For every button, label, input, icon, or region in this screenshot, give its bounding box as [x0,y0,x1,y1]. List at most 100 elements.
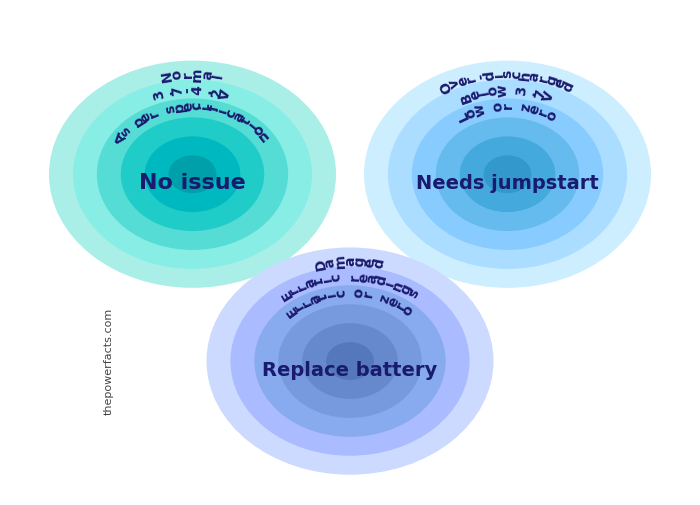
Text: g: g [544,74,560,87]
Text: r: r [393,299,409,313]
Ellipse shape [145,136,240,212]
Text: N: N [160,69,175,83]
Text: r: r [500,103,514,110]
Ellipse shape [460,136,555,212]
Text: r: r [299,296,314,308]
Text: m: m [190,67,205,82]
Text: c: c [329,273,344,282]
Text: 7: 7 [532,88,548,100]
Text: t: t [312,276,326,286]
Text: r: r [536,73,551,83]
Ellipse shape [230,267,470,456]
Text: 3: 3 [151,88,167,101]
Text: r: r [294,280,309,292]
Text: thepowerfacts.com: thepowerfacts.com [104,308,113,415]
Ellipse shape [279,304,421,418]
Ellipse shape [388,79,627,269]
Text: r: r [347,273,362,281]
Ellipse shape [254,285,446,437]
Text: .: . [161,88,176,96]
Text: i: i [382,279,397,287]
Text: e: e [467,88,483,100]
Text: -: - [181,87,195,93]
Text: c: c [334,288,348,298]
Text: w: w [496,83,510,97]
Text: d: d [560,79,577,94]
Text: s: s [500,70,514,78]
Text: a: a [365,273,380,285]
Text: a: a [527,71,542,82]
Text: i: i [320,275,335,282]
Text: .: . [199,87,214,94]
Text: O: O [438,78,455,95]
Text: V: V [218,87,234,102]
Ellipse shape [121,117,265,231]
Text: 2: 2 [209,86,224,98]
Ellipse shape [302,323,398,399]
Text: a: a [343,257,357,266]
Text: i: i [216,106,230,115]
Text: s: s [405,286,421,301]
Text: r: r [146,108,162,119]
Text: o: o [170,70,185,80]
Text: o: o [544,109,561,123]
Text: i: i [246,120,260,132]
Text: z: z [377,293,393,305]
Text: l: l [211,73,225,80]
Text: s: s [162,103,178,114]
Text: a: a [200,70,215,80]
Text: a: a [323,257,338,268]
Text: A: A [112,128,130,145]
Text: B: B [458,89,475,104]
Text: c: c [223,107,239,120]
Text: r: r [181,71,195,78]
Text: g: g [398,282,414,297]
Text: e: e [527,103,543,116]
Text: e: e [356,272,371,283]
Ellipse shape [49,61,336,288]
Text: t: t [239,115,254,128]
Text: e: e [455,74,471,87]
Text: e: e [552,77,568,90]
Text: 7: 7 [171,85,186,96]
Text: a: a [307,292,323,306]
Text: E: E [278,286,295,301]
Text: r: r [464,73,480,83]
Text: L: L [455,109,471,123]
Text: i: i [491,72,505,77]
Text: e: e [385,295,402,310]
Text: i: i [199,104,213,110]
Text: e: e [137,110,154,124]
Text: .: . [524,88,538,96]
Text: r: r [536,107,552,118]
Text: l: l [477,89,491,96]
Text: w: w [472,102,489,118]
Text: e: e [181,101,195,111]
Ellipse shape [484,155,531,193]
Ellipse shape [73,79,312,269]
Ellipse shape [326,342,374,380]
Text: o: o [491,101,505,112]
Text: m: m [332,254,347,269]
Text: i: i [325,291,340,298]
Text: 3: 3 [514,85,529,96]
Text: o: o [463,106,480,119]
Text: n: n [256,128,272,145]
Text: Needs jumpstart: Needs jumpstart [416,174,599,193]
Text: p: p [130,113,147,129]
Text: E: E [284,303,300,319]
Text: v: v [447,77,463,90]
Text: D: D [313,257,328,271]
Text: t: t [316,291,330,301]
Text: d: d [373,274,389,287]
Text: No issue: No issue [139,173,246,193]
Text: r: r [360,290,376,299]
Text: a: a [231,110,248,124]
Text: h: h [518,70,533,81]
Text: a: a [302,276,318,290]
Ellipse shape [435,117,580,231]
Text: r: r [291,299,307,313]
Text: o: o [486,85,500,96]
Text: g: g [353,256,368,267]
Text: s: s [118,123,134,139]
